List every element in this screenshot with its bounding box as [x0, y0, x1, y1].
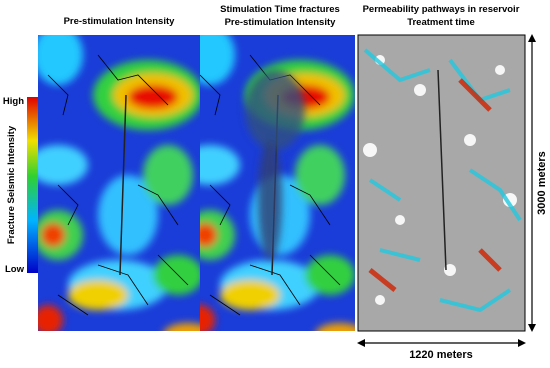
- panel-title: Pre-stimulation Intensity: [225, 17, 337, 28]
- panel-title: Pre-stimulation Intensity: [64, 16, 176, 27]
- colorbar-low: Low: [5, 264, 25, 275]
- panel-title: Stimulation Time fractures: [220, 4, 340, 15]
- scale-width: 1220 meters: [409, 349, 473, 361]
- colorbar: [27, 97, 38, 273]
- panel-title: Treatment time: [407, 17, 475, 28]
- colorbar-label: Fracture Seismic Intensity: [6, 125, 17, 244]
- colorbar-high: High: [3, 96, 24, 107]
- panel-title: Permeability pathways in reservoir: [363, 4, 520, 15]
- scale-height: 3000 meters: [536, 151, 548, 215]
- panel-3-map: [358, 35, 525, 331]
- panel-2-map: [180, 25, 370, 347]
- scale-arrows: [357, 34, 536, 347]
- panel-1-map: [28, 25, 218, 347]
